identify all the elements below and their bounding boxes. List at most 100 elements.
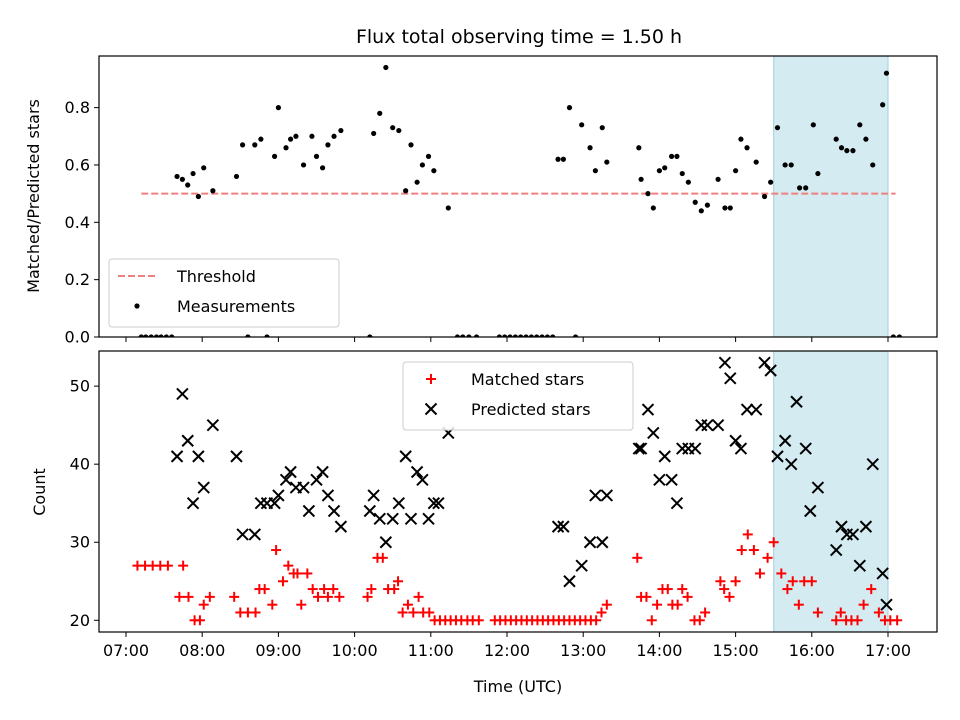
data-point-1-61	[724, 372, 737, 385]
data-point-0-41	[419, 162, 426, 168]
data-point-1-14	[279, 473, 293, 486]
data-point-0-69	[636, 145, 642, 151]
top-y-axis-title: Matched/Predicted stars	[24, 99, 43, 293]
data-point-1-74-b	[811, 481, 825, 494]
data-point-1-71-b	[790, 395, 803, 408]
y-tick-label: 0.4	[65, 213, 90, 232]
data-point-0-46	[460, 334, 466, 337]
data-point-1-18	[302, 504, 316, 518]
data-point-0-94	[736, 545, 747, 556]
data-point-0-39	[397, 607, 408, 618]
data-point-1-51-b	[658, 450, 671, 463]
data-point-0-56	[534, 334, 540, 337]
data-point-0-6	[178, 560, 189, 571]
legend-box	[402, 361, 634, 431]
data-point-1-46	[632, 442, 646, 455]
data-point-1-62-b	[729, 434, 742, 447]
data-point-0-93	[730, 576, 741, 587]
data-point-0-76	[632, 552, 643, 563]
data-point-0-94	[797, 185, 803, 191]
data-point-0-18	[258, 136, 264, 142]
data-point-1-32-b	[410, 465, 424, 479]
data-point-0-83	[722, 205, 728, 211]
data-point-1-81	[866, 457, 879, 471]
data-point-0-101	[850, 148, 856, 154]
data-point-1-60-b	[718, 356, 732, 369]
legend-label: Matched stars	[471, 370, 584, 389]
x-tick-label: 14:00	[636, 641, 682, 660]
data-point-1-61-b	[724, 372, 737, 385]
data-point-0-20	[271, 153, 278, 159]
data-point-0-13	[210, 188, 216, 194]
series-x	[170, 356, 893, 611]
data-point-0-106	[812, 607, 823, 618]
data-point-1-34-b	[422, 512, 435, 526]
data-point-0-53	[473, 615, 484, 626]
legend-label: Measurements	[177, 297, 295, 316]
data-point-1-67	[764, 364, 777, 377]
data-point-1-41	[575, 559, 588, 572]
data-point-1-83	[880, 598, 893, 611]
data-point-0-51	[507, 334, 513, 337]
data-point-0-9	[194, 615, 205, 626]
data-point-0-98	[833, 136, 839, 142]
data-point-1-9	[248, 528, 261, 541]
data-point-0-0	[138, 334, 144, 337]
data-point-1-28-b	[386, 512, 399, 526]
data-point-0-70	[638, 176, 644, 182]
data-point-1-45	[600, 489, 614, 502]
data-point-1-53-b	[670, 497, 684, 510]
data-point-1-50-b	[653, 473, 666, 486]
y-tick-label: 0.8	[65, 98, 90, 117]
data-point-1-80-b	[859, 520, 873, 533]
data-point-0-74	[662, 165, 668, 171]
data-point-0-100	[776, 568, 787, 579]
data-point-0-103	[793, 599, 804, 610]
legend-label: Predicted stars	[471, 400, 591, 419]
data-point-1-64-b	[740, 403, 754, 416]
plot-area	[132, 356, 903, 626]
data-point-0-32	[367, 334, 373, 337]
data-point-1-68-b	[771, 450, 784, 463]
data-point-0-73	[591, 615, 602, 626]
data-point-0-106	[883, 70, 890, 76]
data-point-0-91	[719, 584, 730, 595]
data-point-0-59	[550, 334, 556, 337]
data-point-1-25-b	[367, 489, 380, 502]
data-point-0-62	[566, 105, 573, 111]
data-point-0-38	[403, 188, 409, 194]
data-point-0-107	[890, 334, 896, 337]
data-point-0-114	[873, 607, 884, 618]
data-point-1-58	[701, 418, 714, 432]
data-point-0-27	[313, 153, 320, 159]
data-point-1-82	[876, 567, 889, 580]
data-point-1-18-b	[302, 504, 316, 518]
data-point-0-6	[169, 334, 175, 337]
data-point-0-21	[283, 560, 294, 571]
data-point-1-3-b	[186, 497, 200, 510]
data-point-0-85	[677, 584, 688, 595]
data-point-1-63	[734, 442, 748, 455]
data-point-1-79-b	[853, 559, 867, 572]
data-point-1-75	[829, 543, 843, 557]
data-point-0-26	[309, 133, 315, 139]
data-point-0-82	[662, 584, 673, 595]
data-point-0-75	[601, 599, 612, 610]
data-point-0-65	[587, 145, 593, 151]
data-point-1-20	[316, 465, 329, 479]
data-point-1-36-b	[432, 497, 445, 510]
data-point-1-50	[653, 473, 666, 486]
data-point-0-92	[724, 591, 735, 602]
data-point-1-28	[386, 512, 399, 526]
data-point-1-69-b	[778, 434, 792, 447]
data-point-1-47	[634, 442, 648, 455]
data-point-0-19	[271, 545, 282, 556]
data-point-0-39	[408, 142, 414, 148]
data-point-0-11	[204, 591, 215, 602]
data-point-1-79	[853, 559, 867, 572]
data-point-0-105	[880, 102, 886, 108]
data-point-1-15-b	[284, 465, 297, 479]
observing-window-highlight	[773, 55, 889, 338]
data-point-1-17	[297, 481, 310, 494]
data-point-1-3	[186, 497, 200, 510]
